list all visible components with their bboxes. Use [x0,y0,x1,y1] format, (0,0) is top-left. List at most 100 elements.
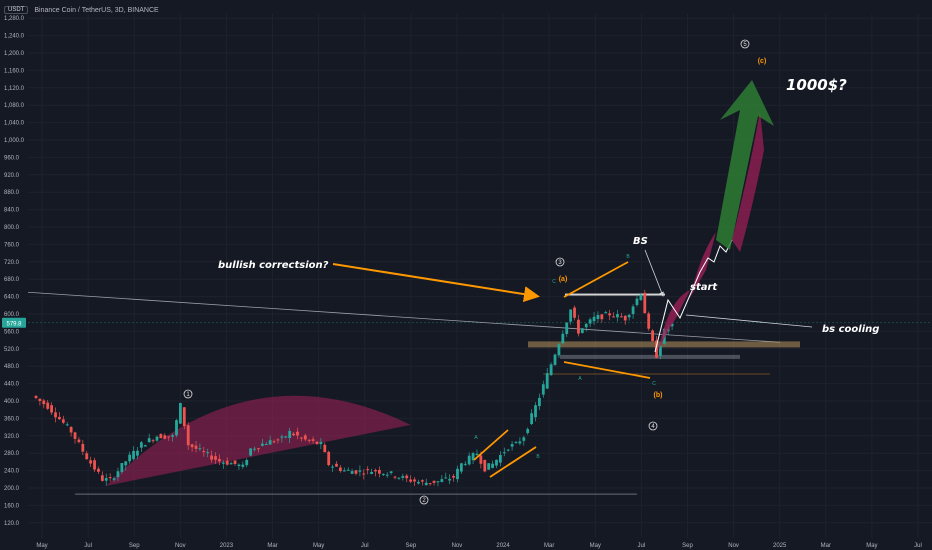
candle-body [354,470,358,474]
symbol-badge[interactable]: USDT [4,6,29,14]
candle-body [299,437,303,439]
price-tick-label: 1,080.0 [4,103,25,109]
price-tick-label: 1,120.0 [4,86,25,92]
wave-5-label: 5 [743,42,747,48]
last-price-tag [2,317,26,328]
candle-body [159,434,163,439]
long-trendline [27,291,781,343]
candle-body [526,429,530,434]
candle-body [592,316,596,322]
candle-body [580,328,584,333]
channel-upper-line [473,429,509,461]
candle-body [65,424,69,426]
candle-body [280,436,284,438]
candle-body [128,454,132,462]
candle-body [315,441,319,445]
price-tick-label: 1,280.0 [4,16,25,22]
price-tick-label: 200.0 [4,486,20,492]
wave-1-label: 1 [186,392,190,398]
time-tick-label: Mar [821,543,831,549]
time-tick-label: Mar [544,543,554,549]
support-zone [560,354,740,359]
projection-wedge-3 [732,110,764,252]
candle-body [358,470,362,472]
candle-body [639,294,643,301]
candle-body [374,470,377,472]
wedge-upper-line [563,261,629,298]
candle-body [171,435,174,437]
price-tick-label: 880.0 [4,190,20,196]
candle-body [194,445,198,449]
candle-body [190,444,194,448]
candle-body [616,314,619,318]
candle-body [619,316,623,318]
candle-body [81,443,85,452]
projection-zigzag [654,239,733,353]
candle-body [577,319,580,334]
candle-body [553,354,557,365]
candle-body [124,461,128,466]
price-tick-label: 560.0 [4,329,20,335]
candle-body [112,478,116,480]
candle-body [245,459,249,466]
wave-c-label: (c) [758,58,767,65]
candle-body [378,470,381,474]
candle-body [623,315,627,321]
candle-body [225,460,229,465]
candle-body [510,444,514,447]
candle-body [303,435,307,440]
price-tick-label: 480.0 [4,364,20,370]
candle-body [643,292,647,314]
candle-body [658,345,662,356]
time-tick-label: 2025 [773,543,787,549]
candle-body [444,477,448,479]
candle-body [545,373,549,389]
price-tick-label: 720.0 [4,260,20,266]
candle-body [565,322,569,335]
candle-body [46,402,50,409]
candle-body [432,480,436,483]
candle-body [440,479,444,482]
time-tick-label: Nov [728,543,739,549]
wave-3-label: 3 [558,260,562,266]
target-label: 1000$? [786,76,847,94]
candle-body [436,481,440,483]
time-tick-label: Mar [267,543,277,549]
candle-body [604,312,608,314]
target-arrow [716,80,774,250]
price-tick-label: 600.0 [4,312,20,318]
price-tick-label: 1,240.0 [4,34,25,40]
candle-body [389,471,393,474]
price-tick-label: 440.0 [4,382,20,388]
candle-body [397,477,401,479]
candle-body [147,438,151,443]
price-tick-label: 240.0 [4,469,20,475]
candle-body [647,313,651,329]
candle-body [413,479,416,482]
candle-body [85,453,89,460]
last-price-label: 579.8 [6,321,22,327]
wave-1-circle [183,389,193,399]
channel-lower-line [489,446,537,478]
candle-body [155,436,159,441]
projection-wedge-2 [690,232,716,298]
candle-body [42,400,46,405]
candle-body [276,439,280,441]
candle-body [58,416,61,420]
candle-body [69,426,73,433]
price-tick-label: 1,200.0 [4,51,25,57]
wave-b-label: (b) [654,392,663,399]
candle-body [420,480,424,482]
candle-body [327,451,331,466]
candle-body [136,450,139,456]
wave-2-circle [419,495,429,505]
candle-body [323,444,327,453]
candle-body [143,445,147,447]
price-tick-label: 160.0 [4,503,20,509]
price-tick-label: 1,000.0 [4,138,25,144]
price-tick-label: 960.0 [4,155,20,161]
bs-cooling-label: bs cooling [822,324,879,335]
price-tick-label: 760.0 [4,242,20,248]
candle-body [260,443,264,446]
